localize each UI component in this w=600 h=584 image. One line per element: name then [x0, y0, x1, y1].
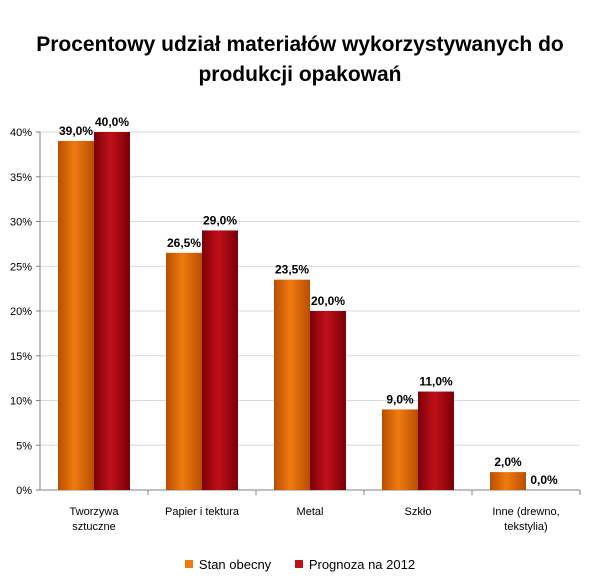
x-tick-label: Szkło [405, 506, 432, 518]
bar-series-2 [310, 311, 346, 490]
data-label: 9,0% [386, 392, 414, 406]
x-tick-label: tekstylia) [504, 521, 547, 533]
y-tick-label: 25% [10, 261, 32, 273]
y-tick-label: 35% [10, 172, 32, 184]
legend: Stan obecny Prognoza na 2012 [0, 556, 600, 572]
legend-label-series-2: Prognoza na 2012 [308, 556, 416, 572]
data-label: 40,0% [95, 115, 129, 129]
legend-label-series-1: Stan obecny [198, 556, 272, 572]
bar-series-1 [166, 252, 202, 490]
chart-title: Procentowy udział materiałów wykorzystyw… [0, 30, 600, 90]
data-label: 26,5% [167, 236, 201, 250]
chart-title-line-2: produkcji opakowań [198, 63, 402, 86]
legend-swatch-series-2 [294, 560, 303, 568]
x-tick-label: Papier i tektura [165, 506, 240, 518]
y-tick-label: 5% [16, 440, 32, 452]
bar-series-2 [418, 391, 454, 490]
x-tick-label: Inne (drewno, [492, 506, 559, 518]
legend-item-series-2: Prognoza na 2012 [294, 556, 416, 572]
data-label: 0,0% [530, 473, 558, 487]
y-tick-label: 10% [10, 396, 32, 408]
legend-item-series-1: Stan obecny [184, 556, 272, 572]
data-label: 39,0% [59, 124, 93, 138]
bar-series-1 [382, 409, 418, 490]
data-label: 2,0% [494, 455, 522, 469]
y-tick-label: 30% [10, 217, 32, 229]
y-tick-label: 20% [10, 306, 32, 318]
bar-series-2 [202, 230, 238, 490]
bar-series-2 [94, 132, 130, 490]
x-tick-label: sztuczne [72, 521, 115, 533]
y-tick-label: 15% [10, 351, 32, 363]
x-tick-label: Tworzywa [70, 506, 120, 518]
bar-series-1 [490, 472, 526, 490]
data-label: 29,0% [203, 213, 237, 227]
x-tick-label: Metal [297, 506, 324, 518]
y-tick-label: 0% [16, 485, 32, 497]
bar-series-1 [58, 140, 94, 490]
bar-series-1 [274, 279, 310, 490]
data-label: 11,0% [419, 375, 453, 389]
legend-swatch-series-1 [184, 560, 193, 568]
data-label: 20,0% [311, 294, 345, 308]
data-label: 23,5% [275, 263, 309, 277]
y-tick-label: 40% [10, 127, 32, 139]
chart-title-line-1: Procentowy udział materiałów wykorzystyw… [36, 33, 564, 56]
